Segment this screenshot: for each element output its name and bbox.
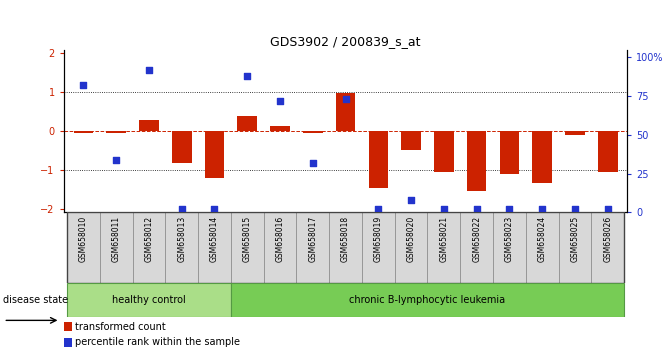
Point: [144, 67, 154, 73]
Bar: [165, 212, 198, 283]
Bar: [67, 212, 100, 283]
Bar: [526, 212, 558, 283]
Bar: [368, 131, 388, 188]
Bar: [467, 131, 486, 191]
Bar: [133, 212, 165, 283]
Text: percentile rank within the sample: percentile rank within the sample: [75, 337, 240, 348]
Point: [537, 206, 548, 212]
Point: [340, 96, 351, 102]
Bar: [493, 212, 526, 283]
Bar: [64, 338, 72, 347]
Text: GSM658011: GSM658011: [111, 216, 121, 262]
Text: GSM658014: GSM658014: [210, 216, 219, 262]
Bar: [500, 131, 519, 173]
Bar: [460, 212, 493, 283]
Bar: [591, 212, 624, 283]
Text: GSM658025: GSM658025: [570, 216, 580, 262]
Point: [307, 160, 318, 166]
Bar: [231, 283, 624, 317]
Point: [439, 206, 450, 212]
Bar: [264, 212, 297, 283]
Text: GSM658021: GSM658021: [440, 216, 448, 262]
Point: [504, 206, 515, 212]
Bar: [329, 212, 362, 283]
Bar: [198, 212, 231, 283]
Point: [570, 206, 580, 212]
Text: GSM658020: GSM658020: [407, 216, 415, 262]
Point: [242, 73, 252, 79]
Bar: [303, 131, 323, 133]
Bar: [427, 212, 460, 283]
Point: [471, 206, 482, 212]
Bar: [434, 131, 454, 172]
Point: [406, 197, 417, 203]
Point: [373, 206, 384, 212]
Bar: [205, 131, 224, 178]
Text: disease state: disease state: [3, 295, 68, 305]
Text: chronic B-lymphocytic leukemia: chronic B-lymphocytic leukemia: [350, 295, 505, 305]
Text: GSM658016: GSM658016: [276, 216, 285, 262]
Bar: [100, 212, 133, 283]
Text: GSM658022: GSM658022: [472, 216, 481, 262]
Text: GSM658015: GSM658015: [243, 216, 252, 262]
Point: [603, 206, 613, 212]
Bar: [238, 116, 257, 131]
Point: [111, 157, 121, 162]
Text: GSM658019: GSM658019: [374, 216, 383, 262]
Title: GDS3902 / 200839_s_at: GDS3902 / 200839_s_at: [270, 35, 421, 48]
Text: GSM658018: GSM658018: [341, 216, 350, 262]
Bar: [106, 131, 126, 133]
Text: transformed count: transformed count: [75, 321, 166, 332]
Point: [176, 206, 187, 212]
Bar: [565, 131, 585, 135]
Bar: [395, 212, 427, 283]
Bar: [297, 212, 329, 283]
Bar: [401, 131, 421, 150]
Text: GSM658024: GSM658024: [537, 216, 547, 262]
Point: [274, 98, 285, 104]
Text: healthy control: healthy control: [112, 295, 186, 305]
Bar: [558, 212, 591, 283]
Bar: [64, 322, 72, 331]
Text: GSM658012: GSM658012: [144, 216, 154, 262]
Bar: [139, 120, 159, 131]
Bar: [172, 131, 191, 163]
Text: GSM658010: GSM658010: [79, 216, 88, 262]
Bar: [231, 212, 264, 283]
Bar: [336, 93, 356, 131]
Bar: [362, 212, 395, 283]
Text: GSM658017: GSM658017: [308, 216, 317, 262]
Point: [78, 82, 89, 88]
Point: [209, 206, 220, 212]
Text: GSM658013: GSM658013: [177, 216, 187, 262]
Bar: [532, 131, 552, 183]
Text: GSM658023: GSM658023: [505, 216, 514, 262]
Bar: [74, 131, 93, 133]
Bar: [270, 126, 290, 131]
Bar: [598, 131, 617, 172]
Text: GSM658026: GSM658026: [603, 216, 612, 262]
Bar: [67, 283, 231, 317]
